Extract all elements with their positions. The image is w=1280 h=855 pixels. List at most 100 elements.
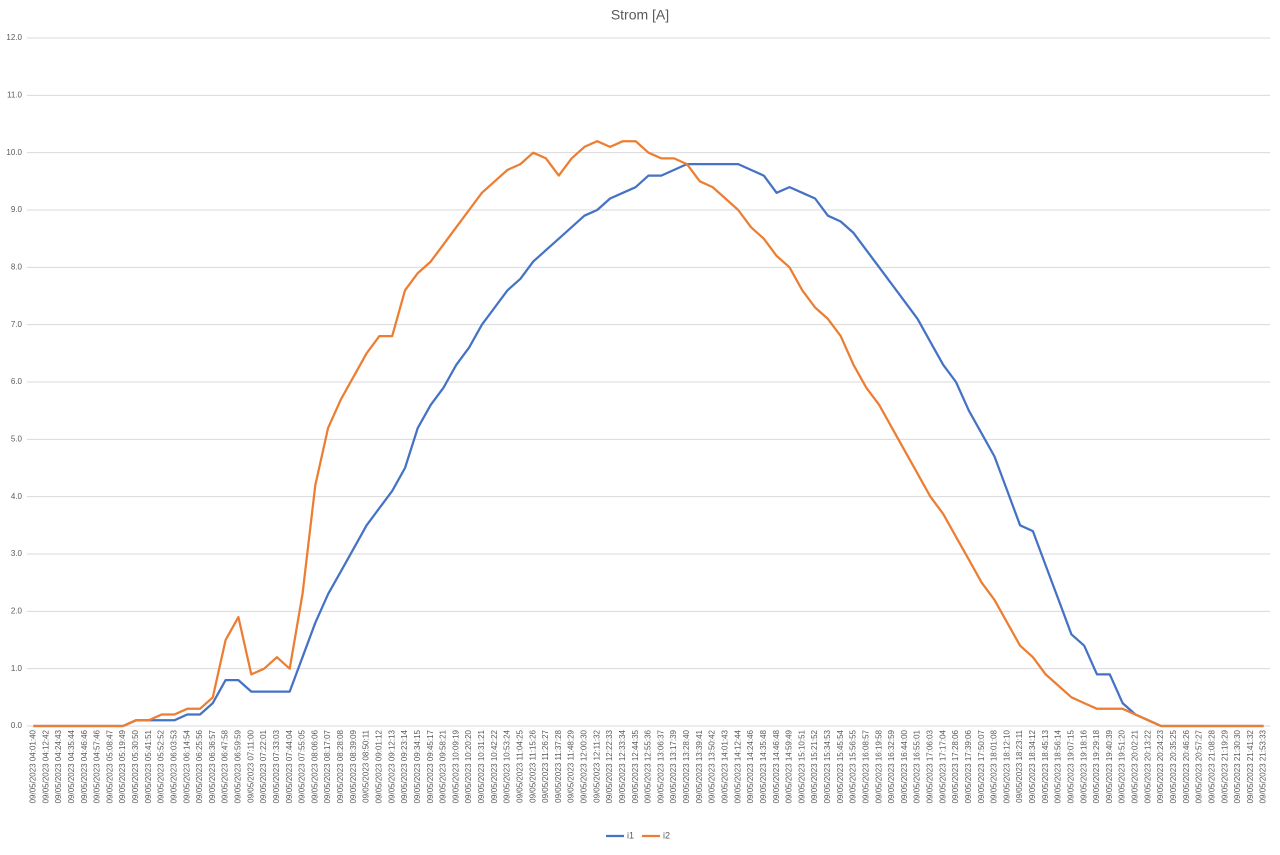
x-tick-label: 09/05/2023 10:09:19 — [451, 729, 460, 803]
x-tick-label: 09/05/2023 10:53:24 — [503, 729, 512, 803]
x-tick-label: 09/05/2023 18:23:11 — [1015, 729, 1024, 802]
x-tick-label: 09/05/2023 20:13:22 — [1143, 729, 1152, 803]
x-tick-label: 09/05/2023 20:02:21 — [1131, 729, 1140, 803]
y-tick-label: 4.0 — [11, 492, 23, 501]
y-tick-label: 1.0 — [11, 664, 23, 673]
y-tick-label: 12.0 — [6, 33, 22, 42]
line-series — [33, 140, 1264, 728]
x-tick-label: 09/05/2023 11:04:25 — [515, 729, 524, 802]
x-tick-label: 09/05/2023 10:20:20 — [464, 729, 473, 803]
x-tick-label: 09/05/2023 12:55:36 — [644, 729, 653, 803]
x-tick-label: 09/05/2023 08:06:06 — [310, 729, 319, 803]
x-tick-label: 09/05/2023 17:50:07 — [977, 729, 986, 803]
y-tick-label: 3.0 — [11, 549, 23, 558]
x-tick-label: 09/05/2023 19:51:20 — [1118, 729, 1127, 803]
x-tick-label: 09/05/2023 14:12:44 — [733, 729, 742, 803]
x-tick-label: 09/05/2023 14:24:46 — [746, 729, 755, 803]
x-tick-label: 09/05/2023 06:59:59 — [234, 729, 243, 803]
x-tick-label: 09/05/2023 09:12:13 — [387, 729, 396, 803]
x-tick-label: 09/05/2023 07:33:03 — [272, 729, 281, 803]
x-tick-label: 09/05/2023 06:14:54 — [182, 729, 191, 803]
x-tick-label: 09/05/2023 04:12:42 — [41, 729, 50, 803]
x-tick-label: 09/05/2023 17:28:06 — [951, 729, 960, 803]
x-tick-label: 09/05/2023 14:59:49 — [785, 729, 794, 803]
x-tick-label: 09/05/2023 21:53:33 — [1259, 729, 1268, 803]
x-tick-label: 09/05/2023 21:41:32 — [1246, 729, 1255, 803]
x-tick-label: 09/05/2023 05:30:50 — [131, 729, 140, 803]
legend-label: i2 — [663, 830, 670, 840]
y-tick-label: 9.0 — [11, 205, 23, 214]
x-tick-label: 09/05/2023 05:08:47 — [105, 729, 114, 803]
x-tick-label: 09/05/2023 04:46:46 — [80, 729, 89, 803]
x-tick-label: 09/05/2023 06:47:58 — [221, 729, 230, 803]
x-tick-label: 09/05/2023 14:35:48 — [759, 729, 768, 803]
x-tick-label: 09/05/2023 21:19:29 — [1220, 729, 1229, 803]
x-tick-label: 09/05/2023 20:24:23 — [1156, 729, 1165, 803]
x-tick-label: 09/05/2023 06:25:56 — [195, 729, 204, 803]
x-tick-label: 09/05/2023 14:01:43 — [720, 729, 729, 803]
x-tick-label: 09/05/2023 13:39:41 — [695, 729, 704, 803]
x-tick-label: 09/05/2023 15:34:53 — [823, 729, 832, 803]
x-tick-label: 09/05/2023 18:45:13 — [1041, 729, 1050, 803]
x-tick-label: 09/05/2023 11:37:28 — [554, 729, 563, 802]
x-tick-label: 09/05/2023 15:45:54 — [836, 729, 845, 803]
x-tick-label: 09/05/2023 19:29:18 — [1092, 729, 1101, 803]
x-tick-label: 09/05/2023 17:39:06 — [964, 729, 973, 803]
x-tick-label: 09/05/2023 14:46:48 — [772, 729, 781, 803]
line-series — [33, 162, 1264, 728]
x-tick-label: 09/05/2023 12:33:34 — [618, 729, 627, 803]
y-tick-label: 5.0 — [11, 434, 23, 443]
x-tick-label: 09/05/2023 19:40:39 — [1105, 729, 1114, 803]
x-tick-label: 09/05/2023 12:22:33 — [605, 729, 614, 803]
x-tick-label: 09/05/2023 17:06:03 — [926, 729, 935, 803]
x-tick-label: 09/05/2023 16:19:58 — [874, 729, 883, 803]
x-tick-label: 09/05/2023 18:01:08 — [990, 729, 999, 803]
x-tick-label: 09/05/2023 19:07:15 — [1066, 729, 1075, 803]
x-tick-label: 09/05/2023 13:06:37 — [656, 729, 665, 803]
y-tick-label: 6.0 — [11, 377, 23, 386]
x-tick-label: 09/05/2023 05:41:51 — [144, 729, 153, 803]
x-tick-label: 09/05/2023 06:36:57 — [208, 729, 217, 803]
x-tick-label: 09/05/2023 04:01:40 — [29, 729, 38, 803]
x-tick-label: 09/05/2023 15:21:52 — [810, 729, 819, 803]
x-tick-label: 09/05/2023 12:00:30 — [580, 729, 589, 803]
x-tick-label: 09/05/2023 16:55:01 — [913, 729, 922, 803]
x-tick-label: 09/05/2023 07:11:00 — [246, 729, 255, 802]
x-tick-label: 09/05/2023 09:45:17 — [426, 729, 435, 803]
x-tick-label: 09/05/2023 10:42:22 — [490, 729, 499, 803]
x-tick-label: 09/05/2023 08:28:08 — [336, 729, 345, 803]
y-tick-label: 0.0 — [11, 721, 23, 730]
x-tick-label: 09/05/2023 08:39:09 — [349, 729, 358, 803]
x-tick-label: 09/05/2023 13:28:40 — [682, 729, 691, 803]
x-tick-label: 09/05/2023 21:30:30 — [1233, 729, 1242, 803]
x-tick-label: 09/05/2023 18:56:14 — [1054, 729, 1063, 803]
y-tick-label: 2.0 — [11, 606, 23, 615]
chart-title: Strom [A] — [611, 7, 669, 23]
x-tick-label: 09/05/2023 18:34:12 — [1028, 729, 1037, 803]
y-tick-label: 10.0 — [6, 148, 22, 157]
x-tick-label: 09/05/2023 16:44:00 — [900, 729, 909, 803]
x-tick-label: 09/05/2023 09:01:12 — [375, 729, 384, 803]
y-tick-label: 11.0 — [7, 90, 23, 99]
x-tick-label: 09/05/2023 07:44:04 — [285, 729, 294, 803]
x-tick-label: 09/05/2023 17:17:04 — [938, 729, 947, 803]
x-tick-label: 09/05/2023 09:34:15 — [413, 729, 422, 803]
x-tick-label: 09/05/2023 13:17:39 — [669, 729, 678, 803]
x-tick-label: 09/05/2023 04:35:44 — [67, 729, 76, 803]
x-tick-label: 09/05/2023 05:19:49 — [118, 729, 127, 803]
x-tick-label: 09/05/2023 09:23:14 — [400, 729, 409, 803]
x-tick-label: 09/05/2023 07:22:01 — [259, 729, 268, 803]
x-tick-label: 09/05/2023 15:56:55 — [849, 729, 858, 803]
x-tick-label: 09/05/2023 12:44:35 — [631, 729, 640, 803]
x-tick-label: 09/05/2023 04:57:46 — [93, 729, 102, 803]
x-tick-label: 09/05/2023 11:26:27 — [541, 729, 550, 802]
x-tick-label: 09/05/2023 07:55:05 — [298, 729, 307, 803]
x-tick-label: 09/05/2023 16:08:57 — [861, 729, 870, 803]
x-tick-label: 09/05/2023 11:48:29 — [567, 729, 576, 802]
x-tick-label: 09/05/2023 11:15:26 — [528, 729, 537, 802]
x-tick-label: 09/05/2023 06:03:53 — [169, 729, 178, 803]
x-tick-label: 09/05/2023 19:18:16 — [1079, 729, 1088, 803]
x-tick-label: 09/05/2023 20:35:25 — [1169, 729, 1178, 803]
x-tick-label: 09/05/2023 18:12:10 — [1002, 729, 1011, 803]
